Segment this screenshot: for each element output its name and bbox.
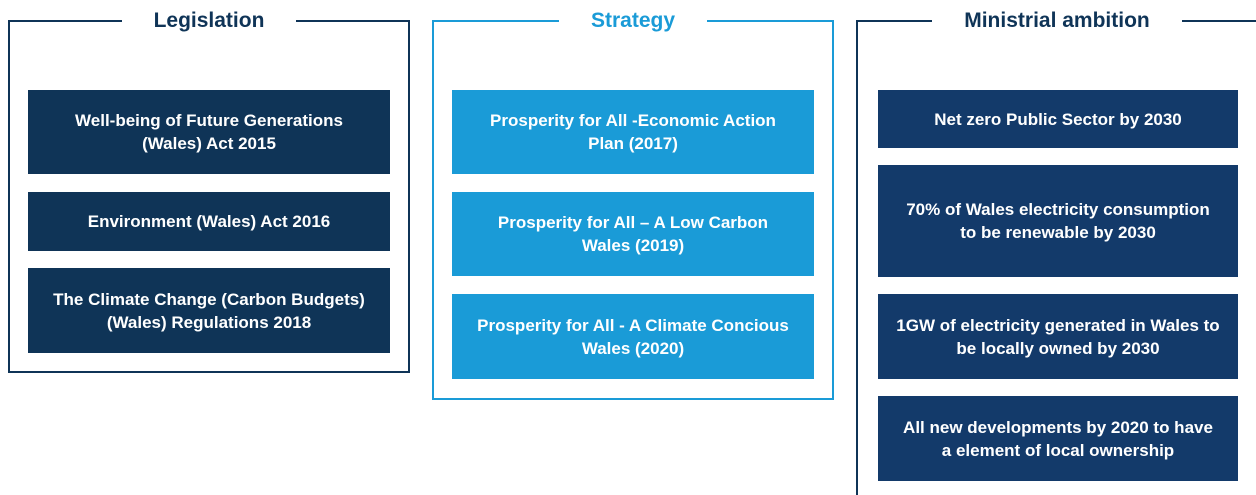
panel-title-text: Ministrial ambition	[932, 9, 1182, 32]
item-box: Prosperity for All – A Low Carbon Wales …	[452, 192, 814, 276]
strategy-panel: Strategy Prosperity for All -Economic Ac…	[432, 9, 834, 400]
panel-title: Legislation	[10, 8, 408, 34]
item-box: Net zero Public Sector by 2030	[878, 90, 1238, 148]
item-box: All new developments by 2020 to have a e…	[878, 396, 1238, 481]
item-box: The Climate Change (Carbon Budgets) (Wal…	[28, 268, 390, 353]
item-box: Well-being of Future Generations (Wales)…	[28, 90, 390, 174]
ambition-panel: Ministrial ambition Net zero Public Sect…	[856, 9, 1256, 495]
panel-title: Ministrial ambition	[858, 8, 1256, 34]
legislation-panel: Legislation Well-being of Future Generat…	[8, 9, 410, 373]
item-box: Prosperity for All - A Climate Concious …	[452, 294, 814, 379]
item-box: 1GW of electricity generated in Wales to…	[878, 294, 1238, 379]
item-box: Environment (Wales) Act 2016	[28, 192, 390, 251]
item-box: Prosperity for All -Economic Action Plan…	[452, 90, 814, 174]
panel-title: Strategy	[434, 8, 832, 34]
panel-title-text: Strategy	[558, 9, 708, 32]
item-box: 70% of Wales electricity consumption to …	[878, 165, 1238, 277]
panel-title-text: Legislation	[121, 9, 297, 32]
